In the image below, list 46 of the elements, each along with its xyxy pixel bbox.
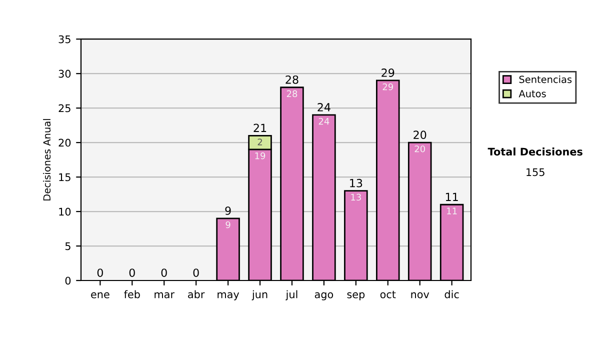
y-tick-label: 35 bbox=[58, 35, 70, 44]
x-tick-label: mar bbox=[154, 292, 175, 298]
text: 155 bbox=[526, 168, 544, 176]
total-label: 11 bbox=[446, 192, 458, 201]
x-tick-label: sep bbox=[347, 292, 365, 300]
y-tick-label: 30 bbox=[58, 70, 71, 78]
data-label: 20 bbox=[414, 145, 425, 152]
total-label: 29 bbox=[382, 68, 394, 77]
total-label: 0 bbox=[97, 268, 103, 277]
legend-label: Autos bbox=[518, 90, 546, 98]
x-tick-label: ene bbox=[91, 292, 110, 298]
total-label: 9 bbox=[225, 206, 231, 215]
data-label: 19 bbox=[255, 152, 266, 160]
total-label: 0 bbox=[193, 268, 199, 277]
data-label: 13 bbox=[351, 194, 361, 201]
y-tick-label: 5 bbox=[65, 242, 70, 250]
y-tick-label: 10 bbox=[59, 208, 71, 216]
x-tick-label: oct bbox=[380, 290, 396, 298]
total-label: 13 bbox=[350, 178, 362, 188]
x-tick-label: dic bbox=[444, 290, 459, 298]
x-tick-label: jun bbox=[252, 290, 268, 300]
total-label: 24 bbox=[318, 103, 330, 112]
y-tick-label: 15 bbox=[59, 173, 70, 182]
legend-label: Sentencias bbox=[519, 76, 572, 84]
x-tick-label: jul bbox=[286, 290, 298, 300]
x-tick-label: nov bbox=[411, 292, 430, 298]
data-label: 24 bbox=[318, 118, 330, 125]
total-label: 0 bbox=[161, 268, 167, 277]
data-label: 9 bbox=[226, 221, 230, 228]
y-tick-label: 20 bbox=[58, 138, 71, 147]
x-tick-label: ago bbox=[314, 292, 334, 300]
y-axis-title: Decisiones Anual bbox=[43, 119, 51, 200]
data-label: 29 bbox=[382, 83, 393, 90]
text: Total Decisiones bbox=[488, 148, 582, 156]
total-label: 21 bbox=[254, 124, 266, 132]
x-tick-label: feb bbox=[124, 290, 140, 298]
y-tick-label: 0 bbox=[65, 276, 71, 285]
data-label: 28 bbox=[286, 90, 298, 98]
total-label: 20 bbox=[414, 130, 426, 140]
data-label: 2 bbox=[258, 138, 262, 146]
data-label: 11 bbox=[447, 208, 457, 214]
total-label: 0 bbox=[129, 268, 135, 277]
y-tick-label: 25 bbox=[58, 104, 70, 112]
x-tick-label: abr bbox=[188, 290, 205, 298]
total-label: 28 bbox=[286, 75, 298, 84]
x-tick-label: may bbox=[218, 292, 240, 300]
